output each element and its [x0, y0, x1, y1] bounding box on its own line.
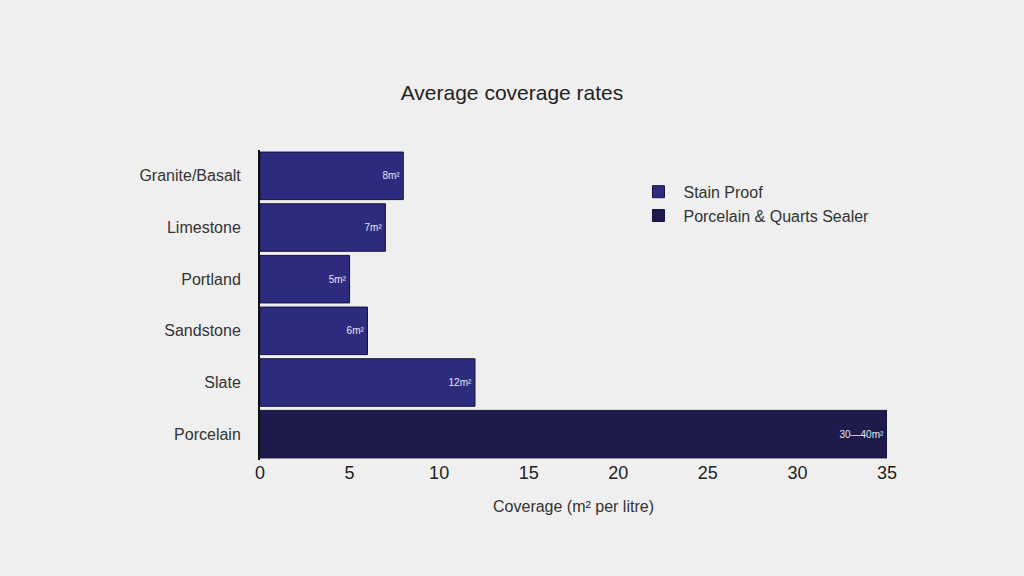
svg-text:8m²: 8m²	[382, 170, 400, 181]
svg-text:Limestone: Limestone	[167, 219, 241, 236]
svg-text:30: 30	[787, 463, 807, 483]
svg-text:5: 5	[345, 463, 355, 483]
svg-text:15: 15	[519, 463, 539, 483]
svg-text:Sandstone: Sandstone	[164, 322, 241, 339]
svg-text:20: 20	[608, 463, 628, 483]
svg-text:0: 0	[255, 463, 265, 483]
svg-text:Coverage (m² per litre): Coverage (m² per litre)	[493, 498, 654, 515]
svg-text:6m²: 6m²	[347, 325, 365, 336]
svg-text:30—40m²: 30—40m²	[839, 429, 884, 440]
svg-text:Stain Proof: Stain Proof	[683, 184, 763, 201]
svg-text:25: 25	[698, 463, 718, 483]
svg-text:10: 10	[429, 463, 449, 483]
svg-text:5m²: 5m²	[329, 274, 347, 285]
svg-text:Slate: Slate	[204, 374, 241, 391]
svg-text:Granite/Basalt: Granite/Basalt	[139, 167, 241, 184]
svg-text:Porcelain & Quarts Sealer: Porcelain & Quarts Sealer	[683, 208, 869, 225]
svg-text:Average coverage rates: Average coverage rates	[401, 81, 624, 104]
svg-text:7m²: 7m²	[365, 222, 383, 233]
svg-text:Portland: Portland	[181, 271, 241, 288]
svg-text:Porcelain: Porcelain	[174, 426, 241, 443]
svg-text:35: 35	[877, 463, 897, 483]
svg-text:12m²: 12m²	[449, 377, 472, 388]
